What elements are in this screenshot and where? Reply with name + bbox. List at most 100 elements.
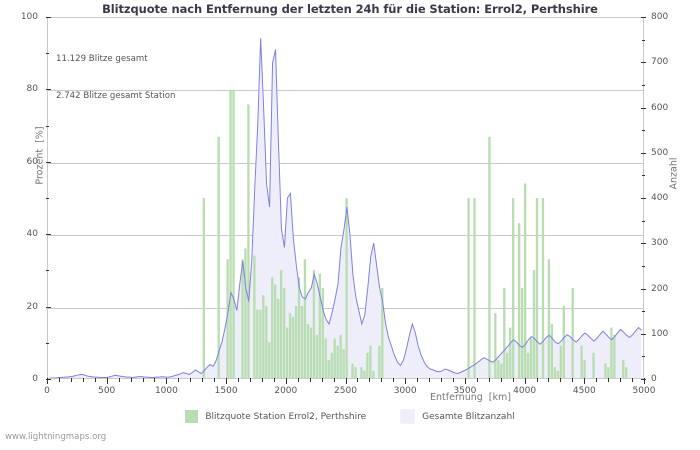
bar	[625, 367, 628, 378]
y2-axis-tick	[641, 243, 646, 245]
bar	[285, 327, 289, 378]
x-axis-minor-tick	[70, 378, 72, 382]
y2-axis-tick	[641, 17, 646, 18]
bar	[562, 306, 565, 378]
legend-item[interactable]: Gesamte Blitzanzahl	[400, 409, 515, 424]
y-axis-tick	[46, 379, 51, 380]
x-axis-minor-tick	[548, 378, 550, 382]
x-axis-tick-label: 2500	[334, 386, 357, 396]
x-axis-tick-label: 0	[44, 386, 50, 396]
bar	[523, 183, 527, 378]
x-axis-minor-tick	[620, 378, 622, 382]
y2-axis-tick	[641, 152, 646, 154]
bar	[512, 198, 515, 378]
x-axis-minor-tick	[82, 378, 84, 382]
bar	[366, 352, 369, 378]
bar	[288, 313, 292, 378]
bar	[583, 360, 586, 378]
bar	[226, 259, 229, 378]
bar	[339, 334, 342, 378]
bar	[488, 136, 491, 378]
bar	[274, 284, 277, 378]
x-axis-minor-tick	[333, 378, 335, 382]
bar	[244, 248, 247, 378]
y2-axis-minor-tick	[642, 311, 645, 313]
bar	[613, 334, 616, 378]
station-rate-bars	[202, 90, 628, 378]
bar	[315, 334, 319, 378]
x-axis-minor-tick	[130, 378, 132, 382]
bar	[300, 306, 304, 378]
x-axis-tick	[584, 378, 586, 384]
bar	[277, 298, 280, 378]
x-axis-minor-tick	[357, 378, 359, 382]
bar	[381, 288, 384, 378]
bar	[535, 198, 539, 378]
y2-axis-tick-label: 0	[651, 374, 657, 384]
bar	[494, 313, 497, 378]
y-axis-minor-tick	[46, 342, 49, 344]
grid-line	[48, 162, 643, 164]
x-axis-tick-label: 2000	[274, 386, 298, 396]
y2-axis-tick	[641, 379, 646, 380]
y-axis-minor-tick	[46, 125, 49, 127]
bar	[580, 345, 583, 378]
bar	[607, 367, 610, 378]
bar	[268, 342, 271, 378]
y-axis-title: Prozent [%]	[34, 126, 46, 185]
x-axis-minor-tick	[381, 378, 383, 382]
bar	[372, 370, 375, 378]
x-axis-minor-tick	[608, 378, 610, 382]
bar	[265, 306, 268, 378]
x-axis-minor-tick	[512, 378, 514, 382]
x-axis-tick	[106, 378, 108, 384]
legend-item[interactable]: Blitzquote Station Errol2, Perthshire	[185, 410, 366, 423]
bar	[509, 327, 512, 378]
x-axis-minor-tick	[596, 378, 598, 382]
y-axis-tick	[46, 306, 51, 308]
y2-axis-tick-label: 700	[651, 57, 669, 68]
bar	[592, 352, 595, 378]
x-axis-tick	[345, 378, 347, 384]
x-axis-tick	[644, 378, 645, 384]
x-axis-tick-label: 1500	[214, 386, 238, 396]
y2-axis-minor-tick	[642, 130, 645, 132]
y2-axis-tick-label: 800	[651, 12, 669, 22]
y2-axis-tick	[641, 288, 646, 290]
x-axis-tick	[285, 378, 287, 384]
x-axis-minor-tick	[536, 378, 538, 382]
bar	[327, 360, 330, 378]
x-axis-title: Entfernung [km]	[430, 392, 511, 403]
x-axis-minor-tick	[214, 378, 216, 382]
y-axis-tick	[46, 161, 51, 163]
y-axis-tick	[46, 89, 51, 91]
y2-axis-minor-tick	[642, 39, 645, 41]
bar	[529, 338, 533, 378]
bar	[202, 198, 205, 378]
bar	[500, 363, 503, 378]
y2-axis-minor-tick	[642, 265, 645, 267]
bar	[556, 370, 559, 378]
bar	[473, 198, 476, 378]
bar	[526, 352, 530, 378]
x-axis-minor-tick	[500, 378, 502, 382]
bar	[351, 363, 354, 378]
y2-axis-tick	[641, 107, 646, 109]
x-axis-minor-tick	[261, 378, 263, 382]
x-axis-minor-tick	[417, 378, 419, 382]
bar	[294, 306, 298, 378]
x-axis-minor-tick	[58, 378, 60, 382]
bar	[378, 345, 381, 378]
x-axis-minor-tick	[178, 378, 180, 382]
grid-line	[48, 90, 643, 92]
x-axis-minor-tick	[309, 378, 311, 382]
x-axis-tick-label: 4000	[513, 386, 537, 396]
bar	[253, 255, 256, 378]
x-axis-minor-tick	[321, 378, 323, 382]
y2-axis-tick	[641, 198, 646, 199]
y-axis-tick-label: 100	[20, 12, 38, 22]
bar	[333, 338, 336, 378]
x-axis-tick-label: 3500	[453, 386, 477, 396]
bar	[559, 345, 562, 378]
bar	[517, 223, 521, 378]
